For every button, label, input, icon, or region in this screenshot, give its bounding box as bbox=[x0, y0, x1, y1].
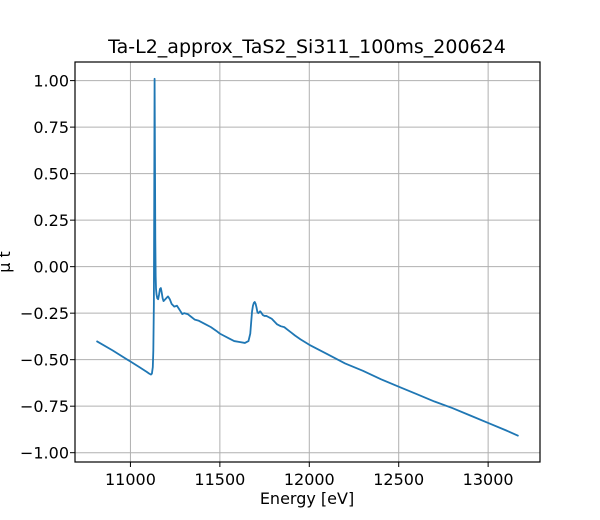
ticks-layer: 11000 11500 12000 12500 13000 1.00 0.75 0.50 0.2… bbox=[20, 72, 514, 489]
x-tick-label: 12000 bbox=[284, 470, 335, 489]
y-tick-label: −0.50 bbox=[20, 351, 69, 370]
y-tick-label: 0.50 bbox=[33, 165, 69, 184]
y-tick-label: −0.25 bbox=[20, 304, 69, 323]
x-tick-label: 13000 bbox=[463, 470, 514, 489]
y-tick-label: 0.00 bbox=[33, 258, 69, 277]
y-tick-label: −0.75 bbox=[20, 397, 69, 416]
x-axis-label: Energy [eV] bbox=[260, 489, 354, 508]
y-tick-label: 1.00 bbox=[33, 72, 69, 91]
x-tick-label: 11000 bbox=[105, 470, 156, 489]
y-axis-label: μ t bbox=[0, 251, 14, 273]
x-tick-label: 11500 bbox=[194, 470, 245, 489]
y-tick-label: 0.25 bbox=[33, 211, 69, 230]
chart-title: Ta-L2_approx_TaS2_Si311_100ms_200624 bbox=[107, 36, 506, 58]
series-line bbox=[96, 77, 519, 437]
series-layer bbox=[96, 77, 519, 437]
x-tick-label: 12500 bbox=[373, 470, 424, 489]
y-tick-label: −1.00 bbox=[20, 444, 69, 463]
y-tick-label: 0.75 bbox=[33, 118, 69, 137]
plot-area-frame bbox=[74, 61, 541, 463]
